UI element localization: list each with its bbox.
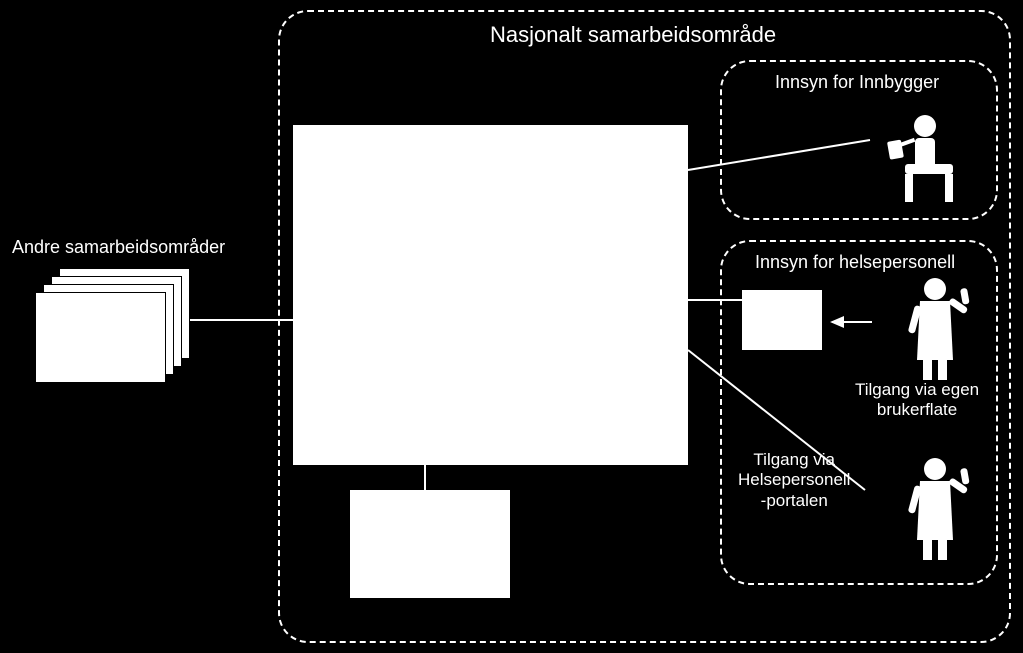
seated-person-icon [875, 108, 975, 208]
standing-person-icon-2 [895, 455, 975, 565]
connector-arrow [0, 0, 1023, 653]
standing-person-icon-1 [895, 275, 975, 385]
